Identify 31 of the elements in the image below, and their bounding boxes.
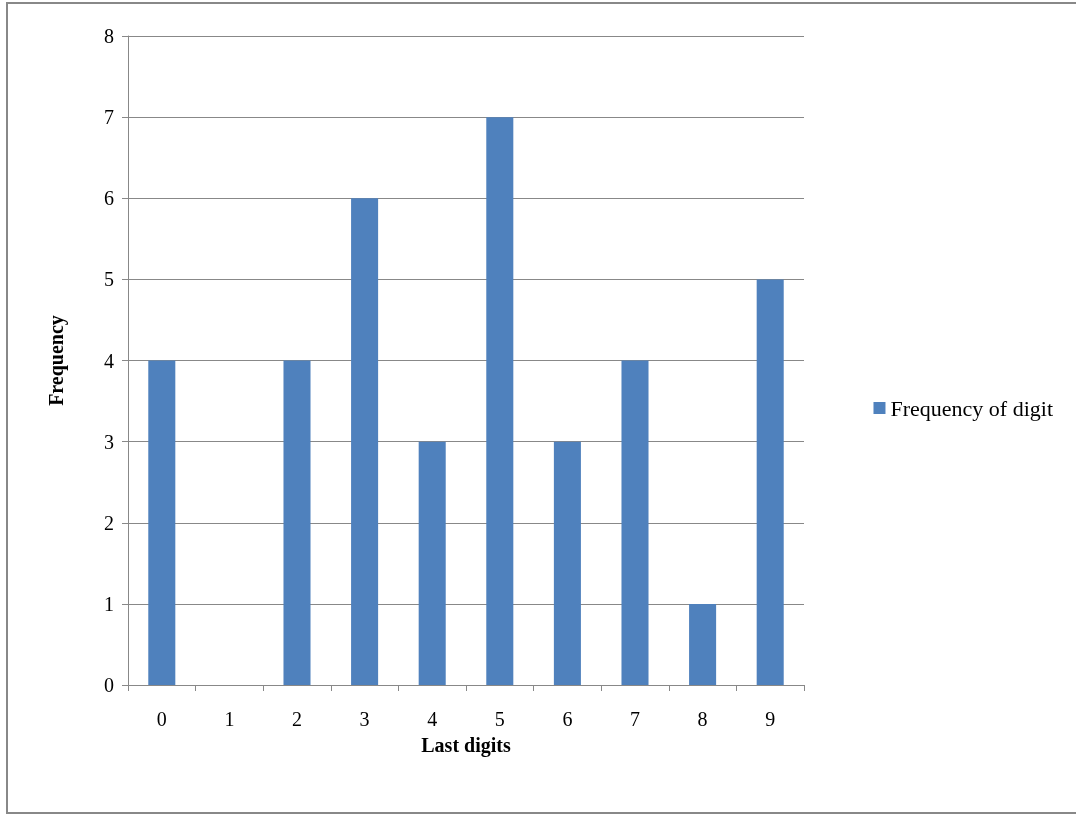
y-tick-label: 7 <box>104 106 114 129</box>
bar <box>418 441 446 685</box>
x-tick-label: 6 <box>562 708 573 730</box>
bar <box>283 360 311 685</box>
x-tick-label: 1 <box>224 708 235 730</box>
x-tick-label: 8 <box>697 708 708 730</box>
y-tick-label: 4 <box>104 349 114 372</box>
bar <box>689 603 717 685</box>
x-axis-title: Last digits <box>421 734 511 757</box>
bar <box>148 360 176 685</box>
bar <box>486 117 514 685</box>
y-tick-label: 3 <box>104 430 114 453</box>
bar <box>756 279 784 685</box>
bar <box>553 441 581 685</box>
y-tick-label: 2 <box>104 511 114 534</box>
y-tick-label: 8 <box>104 25 114 47</box>
bar <box>621 360 649 685</box>
legend-label: Frequency of digit <box>890 395 1054 421</box>
bar <box>351 198 379 685</box>
y-tick-label: 5 <box>104 268 114 291</box>
x-tick-label: 7 <box>630 708 640 730</box>
x-tick-label: 0 <box>156 708 167 730</box>
x-tick-label: 4 <box>427 708 438 730</box>
x-tick-label: 9 <box>765 708 776 730</box>
x-tick-label: 2 <box>292 708 302 730</box>
y-tick-label: 1 <box>104 592 114 615</box>
y-tick-label: 0 <box>104 674 114 696</box>
x-tick-label: 5 <box>494 708 505 730</box>
y-axis-title: Frequency <box>45 315 68 406</box>
x-tick-label: 3 <box>359 708 370 730</box>
y-tick-label: 6 <box>104 187 114 210</box>
